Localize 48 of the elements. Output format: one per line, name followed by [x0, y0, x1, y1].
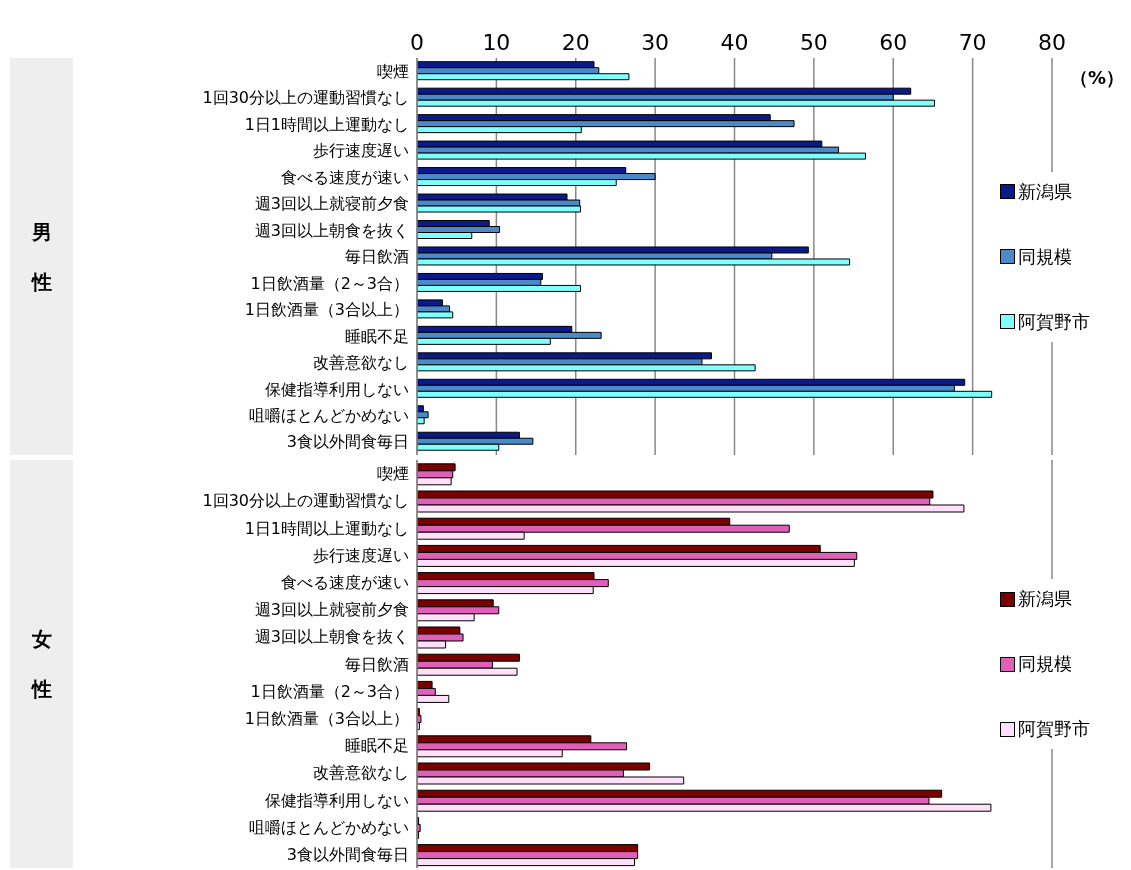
y-tick-label: 週3回以上朝食を抜く — [254, 627, 409, 647]
y-tick-label: 1回30分以上の運動習慣なし — [202, 491, 409, 511]
x-tick-label: 10 — [482, 30, 511, 55]
x-tick-label: 60 — [879, 30, 908, 55]
y-tick-label: 週3回以上就寝前夕食 — [254, 600, 409, 620]
y-tick-label: 咀嚼ほとんどかめない — [249, 405, 409, 425]
y-tick-label: 改善意欲なし — [313, 353, 409, 373]
y-tick-label: 睡眠不足 — [345, 736, 409, 756]
y-tick-label: 1日飲酒量（2～3合） — [250, 681, 409, 701]
legend-label: 新潟県 — [1017, 179, 1073, 204]
y-tick-label: 咀嚼ほとんどかめない — [249, 817, 409, 837]
y-tick-label: 食べる速度が速い — [281, 167, 409, 187]
y-tick-label: 1日飲酒量（3合以上） — [244, 300, 409, 320]
x-tick-label: 0 — [410, 30, 424, 55]
y-tick-label: 1日飲酒量（3合以上） — [244, 709, 409, 729]
y-tick-label: 食べる速度が速い — [281, 573, 409, 593]
y-tick-label: 1日1時間以上運動なし — [244, 114, 409, 134]
y-tick-label: 毎日飲酒 — [345, 654, 409, 674]
y-tick-label: 毎日飲酒 — [345, 247, 409, 267]
y-tick-label: 1日飲酒量（2～3合） — [250, 273, 409, 293]
y-tick-label: 1日1時間以上運動なし — [244, 518, 409, 538]
chart-title: 女性 — [31, 627, 52, 701]
legend-label: 同規模 — [1017, 244, 1073, 269]
y-tick-label: 歩行速度遅い — [313, 141, 409, 161]
y-tick-label: 週3回以上就寝前夕食 — [254, 194, 409, 214]
x-axis-title: （%） — [1070, 66, 1125, 90]
x-tick-label: 70 — [958, 30, 987, 55]
x-tick-label: 80 — [1038, 30, 1066, 55]
y-tick-label: 喫煙 — [377, 464, 409, 484]
y-tick-label: 保健指導利用しない — [265, 790, 409, 810]
x-tick-label: 30 — [641, 30, 670, 55]
y-tick-label: 歩行速度遅い — [313, 545, 409, 565]
legend-label: 阿賀野市 — [1017, 309, 1091, 334]
y-tick-label: 3食以外間食毎日 — [286, 432, 409, 452]
chart-title: 男性 — [31, 219, 52, 294]
legend-label: 阿賀野市 — [1017, 717, 1091, 741]
x-tick-label: 50 — [799, 30, 828, 55]
y-tick-label: 喫煙 — [377, 61, 409, 81]
legend-label: 同規模 — [1017, 652, 1073, 676]
y-tick-label: 保健指導利用しない — [265, 379, 409, 399]
y-tick-label: 3食以外間食毎日 — [286, 845, 409, 865]
y-tick-label: 1回30分以上の運動習慣なし — [202, 88, 409, 108]
x-tick-label: 40 — [720, 30, 749, 55]
x-tick-label: 20 — [561, 30, 590, 55]
legend-label: 新潟県 — [1017, 587, 1073, 611]
y-tick-label: 睡眠不足 — [345, 326, 409, 346]
y-tick-label: 改善意欲なし — [313, 763, 409, 783]
y-tick-label: 週3回以上朝食を抜く — [254, 220, 409, 240]
